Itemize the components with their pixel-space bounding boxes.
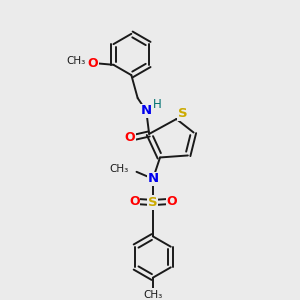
Text: O: O (166, 195, 177, 208)
Text: S: S (148, 196, 158, 209)
Text: S: S (178, 107, 188, 120)
Text: N: N (147, 172, 158, 185)
Text: CH₃: CH₃ (67, 56, 86, 66)
Text: O: O (124, 131, 135, 144)
Text: O: O (129, 195, 140, 208)
Text: CH₃: CH₃ (110, 164, 129, 174)
Text: N: N (141, 104, 152, 118)
Text: H: H (153, 98, 161, 111)
Text: CH₃: CH₃ (143, 290, 163, 300)
Text: O: O (88, 57, 98, 70)
